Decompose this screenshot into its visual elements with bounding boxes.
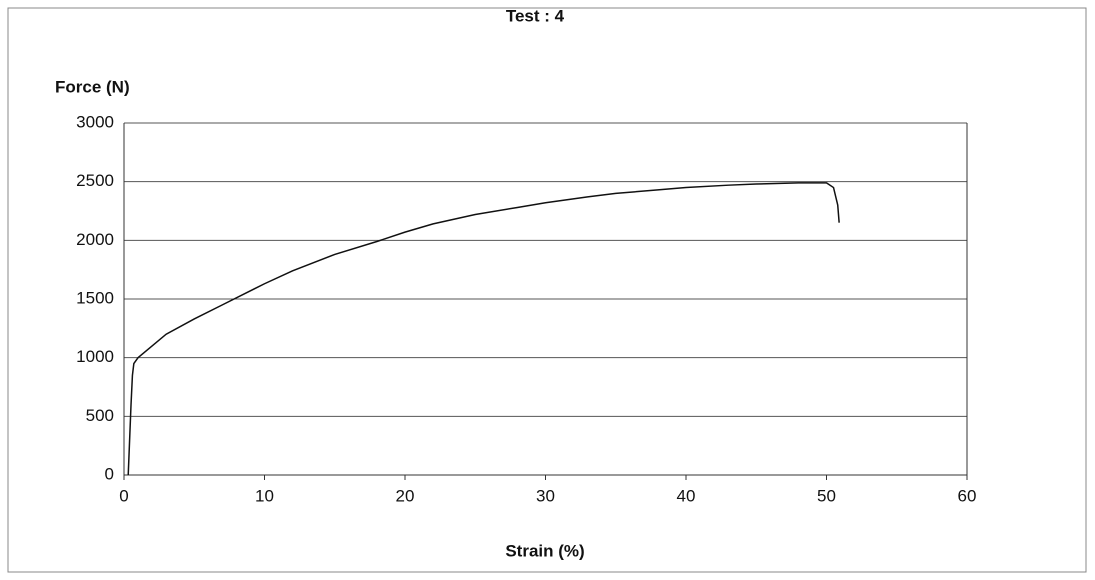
- x-tick-label: 40: [677, 486, 696, 505]
- y-tick-label: 2000: [76, 230, 114, 249]
- x-tick-label: 0: [119, 486, 128, 505]
- y-tick-label: 0: [105, 464, 114, 483]
- y-axis-label: Force (N): [55, 77, 130, 96]
- x-tick-label: 50: [817, 486, 836, 505]
- x-tick-label: 20: [396, 486, 415, 505]
- x-tick-label: 30: [536, 486, 555, 505]
- y-tick-label: 1000: [76, 347, 114, 366]
- x-tick-label: 60: [958, 486, 977, 505]
- x-tick-label: 10: [255, 486, 274, 505]
- y-tick-label: 3000: [76, 112, 114, 131]
- chart-title: Test : 4: [506, 6, 565, 25]
- x-axis-label: Strain (%): [505, 541, 584, 560]
- y-tick-label: 500: [86, 406, 114, 425]
- chart: Test : 4 Force (N) Strain (%) 0500100015…: [0, 0, 1095, 580]
- data-line: [128, 183, 839, 475]
- y-tick-label: 1500: [76, 288, 114, 307]
- y-tick-label: 2500: [76, 171, 114, 190]
